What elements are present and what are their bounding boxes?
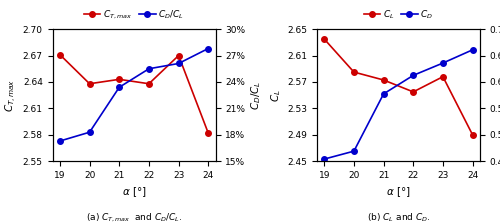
- X-axis label: $\alpha$ [°]: $\alpha$ [°]: [122, 185, 146, 199]
- Y-axis label: $C_D/C_L$: $C_D/C_L$: [250, 80, 264, 110]
- X-axis label: $\alpha$ [°]: $\alpha$ [°]: [386, 185, 410, 199]
- Y-axis label: $C_L$: $C_L$: [269, 89, 283, 102]
- Y-axis label: $C_{T,max}$: $C_{T,max}$: [4, 79, 18, 112]
- Legend: $C_{T,max}$, $C_D/C_L$: $C_{T,max}$, $C_D/C_L$: [80, 4, 188, 24]
- Text: (b) $C_L$ and $C_D$.: (b) $C_L$ and $C_D$.: [366, 211, 430, 224]
- Text: (a) $C_{T,max}$  and $C_D/C_L$.: (a) $C_{T,max}$ and $C_D/C_L$.: [86, 211, 182, 224]
- Legend: $C_L$, $C_D$: $C_L$, $C_D$: [360, 4, 437, 24]
